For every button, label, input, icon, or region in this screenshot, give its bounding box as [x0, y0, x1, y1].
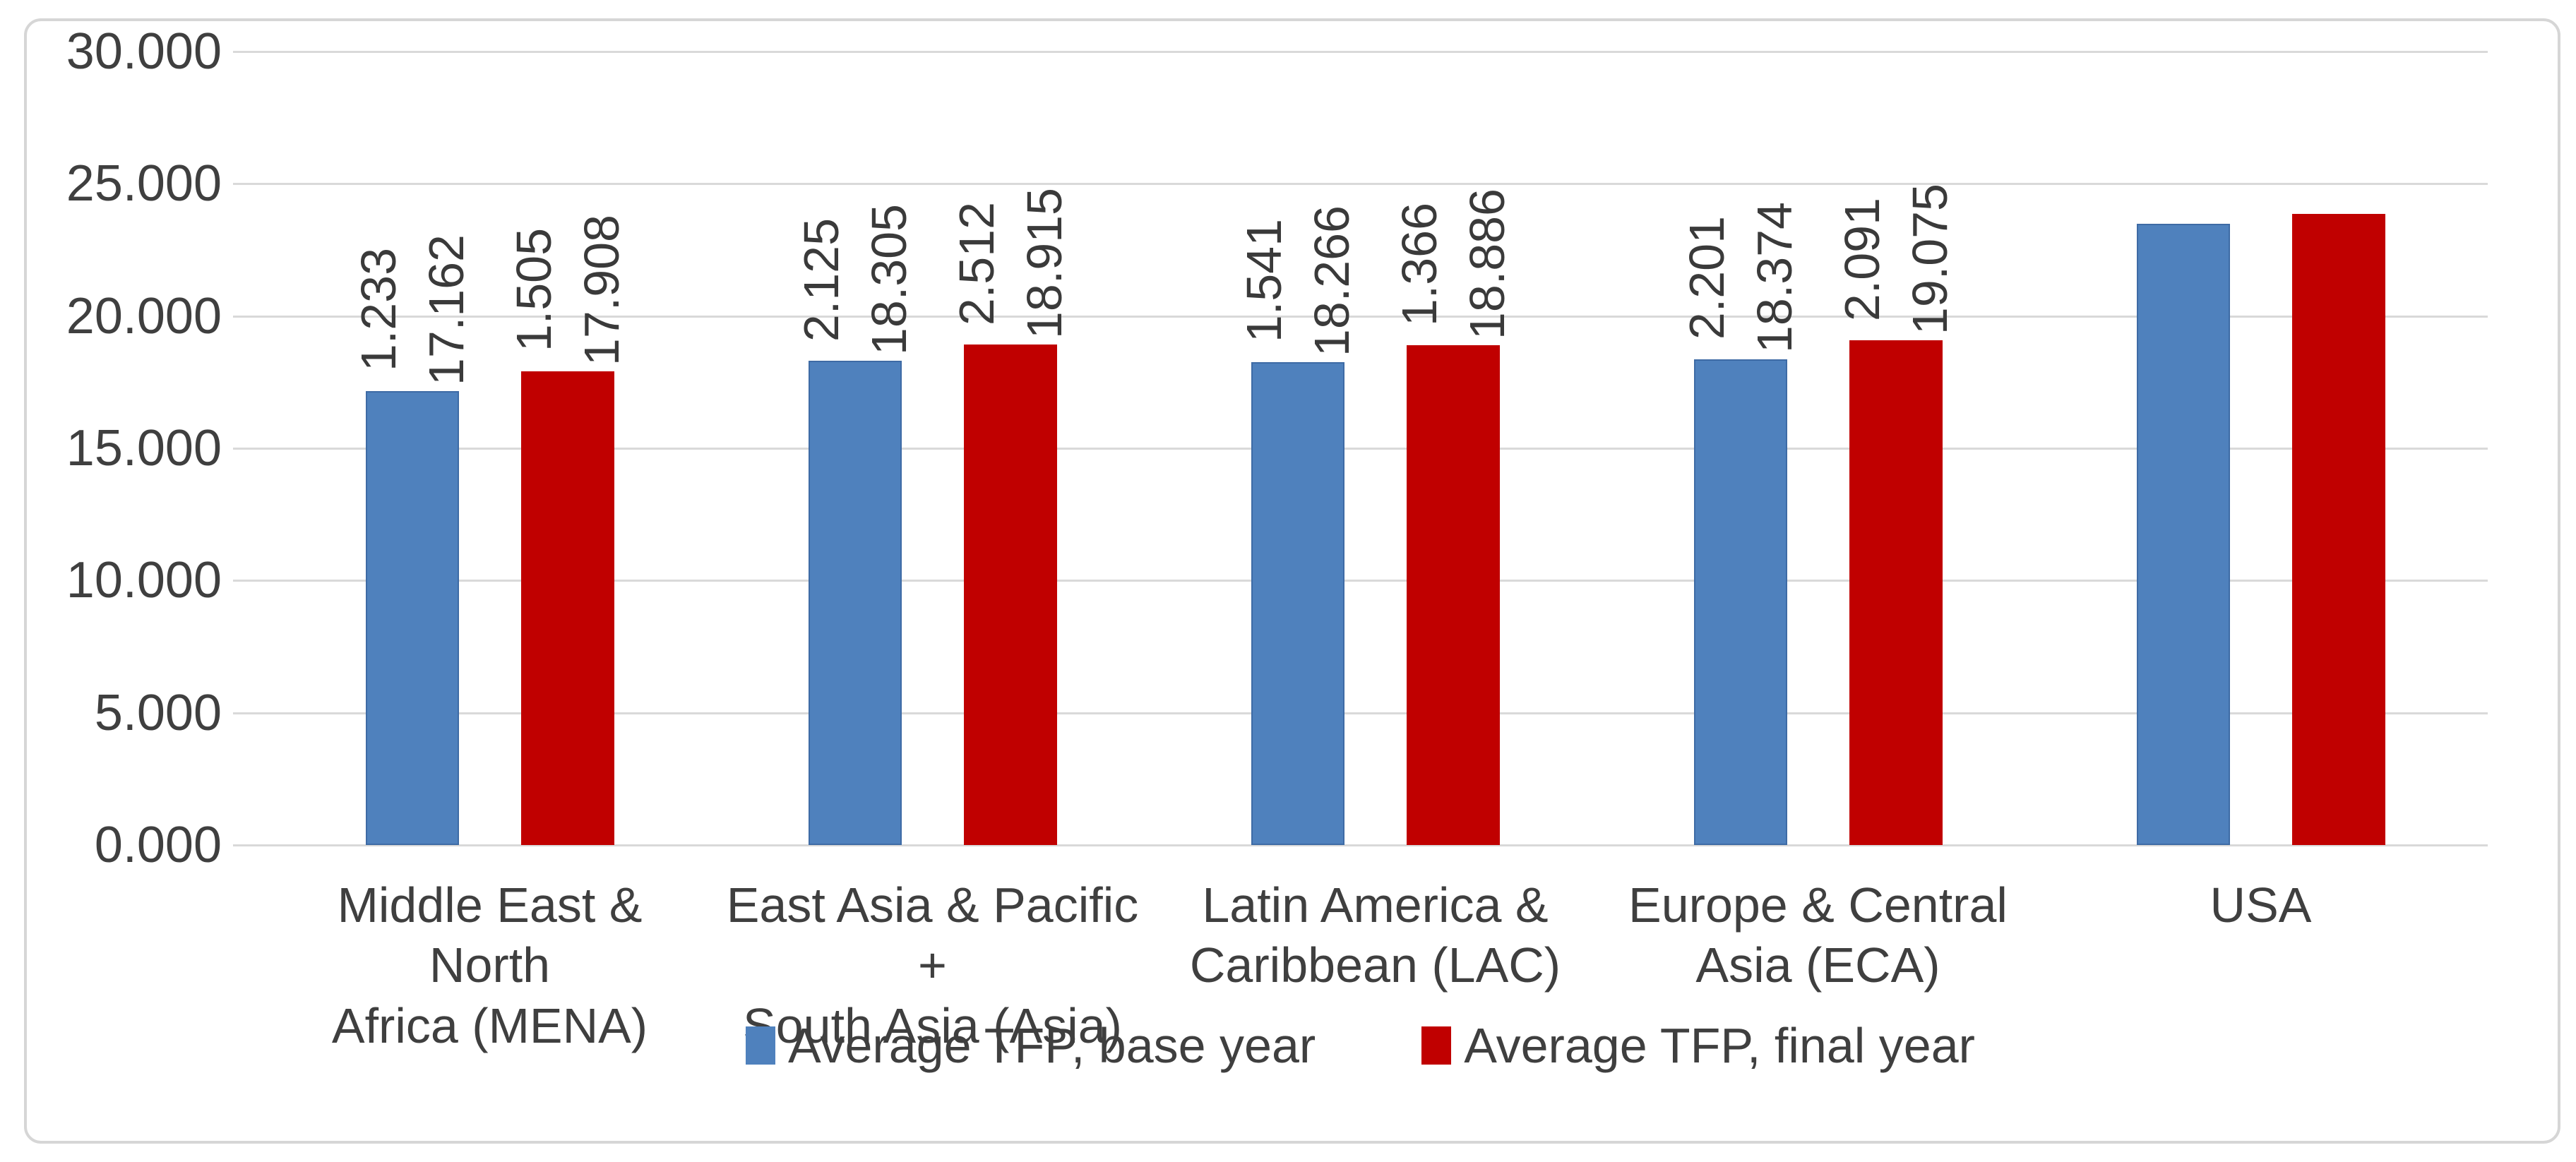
bar-data-label-growth: 2.091	[1834, 197, 1890, 321]
gridline	[233, 844, 2488, 846]
bar-slot: 1.233 17.162	[351, 52, 474, 845]
bar-final-year	[1849, 340, 1943, 845]
legend-item: Average TFP, base year	[746, 1021, 1316, 1070]
gridline	[233, 580, 2488, 582]
bars-layer: 1.233 17.162 1.505 17.908 2.125 18.305 2.512 18…	[268, 52, 2482, 845]
bar-slot	[2136, 52, 2230, 845]
bar-slot: 1.366 18.886	[1392, 52, 1515, 845]
x-axis-category-label: Europe & Central Asia (ECA)	[1597, 875, 2039, 1056]
x-axis-category-line: South Asia (Asia)	[743, 998, 1122, 1053]
x-axis-category-line: Latin America &	[1202, 878, 1549, 933]
bar-data-label-growth: 1.366	[1391, 202, 1447, 326]
bar-slot: 1.505 17.908	[506, 52, 629, 845]
plot-area: 1.233 17.162 1.505 17.908 2.125 18.305 2.512 18…	[233, 51, 2488, 846]
bar-base-year	[1693, 359, 1787, 845]
x-axis-category-line: Middle East & North	[337, 878, 643, 993]
bar-base-year	[365, 391, 459, 845]
bar-group: 2.125 18.305 2.512 18.915	[711, 52, 1154, 845]
bar-slot	[2291, 52, 2385, 845]
y-axis-tick-label: 15.000	[66, 420, 222, 477]
bar-final-year	[2291, 214, 2385, 845]
legend-marker	[746, 1026, 776, 1065]
bar-data-label-growth: 1.541	[1236, 219, 1292, 343]
y-axis-tick-label: 30.000	[66, 23, 222, 80]
legend: Average TFP, base year Average TFP, final…	[233, 1021, 2488, 1070]
bar-group: 1.233 17.162 1.505 17.908	[268, 52, 711, 845]
bar-slot: 2.512 18.915	[949, 52, 1072, 845]
y-axis-tick-label: 25.000	[66, 155, 222, 212]
bar-data-label-value: 18.305	[861, 204, 917, 356]
bar-data-label: 2.512 18.915	[948, 188, 1072, 340]
bar-base-year	[1251, 361, 1344, 845]
legend-marker	[1421, 1026, 1452, 1065]
bar-group	[2039, 52, 2482, 845]
bar-data-label-value: 18.266	[1304, 205, 1359, 357]
bar-slot: 2.201 18.374	[1679, 52, 1802, 845]
bar-data-label-value: 18.886	[1459, 188, 1515, 340]
bar-data-label-value: 17.908	[573, 214, 629, 366]
bar-data-label: 1.366 18.886	[1391, 188, 1515, 340]
legend-item: Average TFP, final year	[1421, 1021, 1975, 1070]
bar-group: 2.201 18.374 2.091 19.075	[1597, 52, 2039, 845]
bar-final-year	[963, 345, 1057, 845]
bar-base-year	[2136, 223, 2230, 845]
x-axis-category-line: Europe & Central	[1628, 878, 2008, 933]
bar-final-year	[1406, 345, 1500, 845]
bar-data-label-value: 19.075	[1902, 184, 1957, 335]
x-axis-category-line: Africa (MENA)	[331, 998, 648, 1053]
bar-data-label-growth: 2.125	[793, 217, 849, 342]
bar-data-label-growth: 2.512	[948, 201, 1004, 325]
bar-final-year	[520, 371, 614, 845]
bar-data-label: 2.201 18.374	[1678, 202, 1802, 354]
bar-data-label: 2.125 18.305	[793, 204, 917, 356]
legend-label: Average TFP, base year	[788, 1018, 1316, 1073]
x-axis-category-row: Middle East & North Africa (MENA) East Asi…	[268, 875, 2482, 1056]
x-axis-category-label: Latin America & Caribbean (LAC)	[1154, 875, 1597, 1056]
x-axis-category-label: USA	[2039, 875, 2482, 1056]
bar-data-label-value: 18.915	[1016, 188, 1072, 340]
bar-data-label-growth: 1.233	[350, 248, 406, 372]
x-axis-category-line: Asia (ECA)	[1695, 938, 1940, 993]
bar-base-year	[808, 361, 902, 845]
gridline	[233, 183, 2488, 186]
gridline	[233, 712, 2488, 714]
bar-slot: 2.125 18.305	[794, 52, 917, 845]
bar-slot: 1.541 18.266	[1236, 52, 1359, 845]
bar-data-label: 1.505 17.908	[506, 214, 629, 366]
x-axis-category-line: Caribbean (LAC)	[1189, 938, 1561, 993]
y-axis-tick-label: 20.000	[66, 287, 222, 345]
y-axis-tick-label: 5.000	[94, 684, 222, 741]
bar-group: 1.541 18.266 1.366 18.886	[1154, 52, 1597, 845]
gridline	[233, 51, 2488, 53]
bar-data-label: 1.541 18.266	[1236, 205, 1359, 357]
x-axis-category-label: Middle East & North Africa (MENA)	[268, 875, 711, 1056]
bar-data-label-growth: 2.201	[1678, 215, 1734, 340]
legend-label: Average TFP, final year	[1464, 1018, 1975, 1073]
y-axis-tick-label: 0.000	[94, 817, 222, 873]
bar-slot: 2.091 19.075	[1835, 52, 1957, 845]
bar-data-label-value: 18.374	[1746, 202, 1802, 354]
bar-data-label: 1.233 17.162	[350, 234, 474, 385]
bar-data-label-value: 17.162	[418, 234, 474, 385]
gridline	[233, 448, 2488, 450]
y-axis-tick-label: 10.000	[66, 552, 222, 609]
x-axis-category-label: East Asia & Pacific + South Asia (Asia)	[711, 875, 1154, 1056]
gridline	[233, 315, 2488, 318]
x-axis-category-line: East Asia & Pacific +	[726, 878, 1139, 993]
bar-data-label: 2.091 19.075	[1834, 184, 1957, 335]
bar-data-label-growth: 1.505	[506, 228, 561, 352]
x-axis-category-line: USA	[2210, 878, 2312, 933]
